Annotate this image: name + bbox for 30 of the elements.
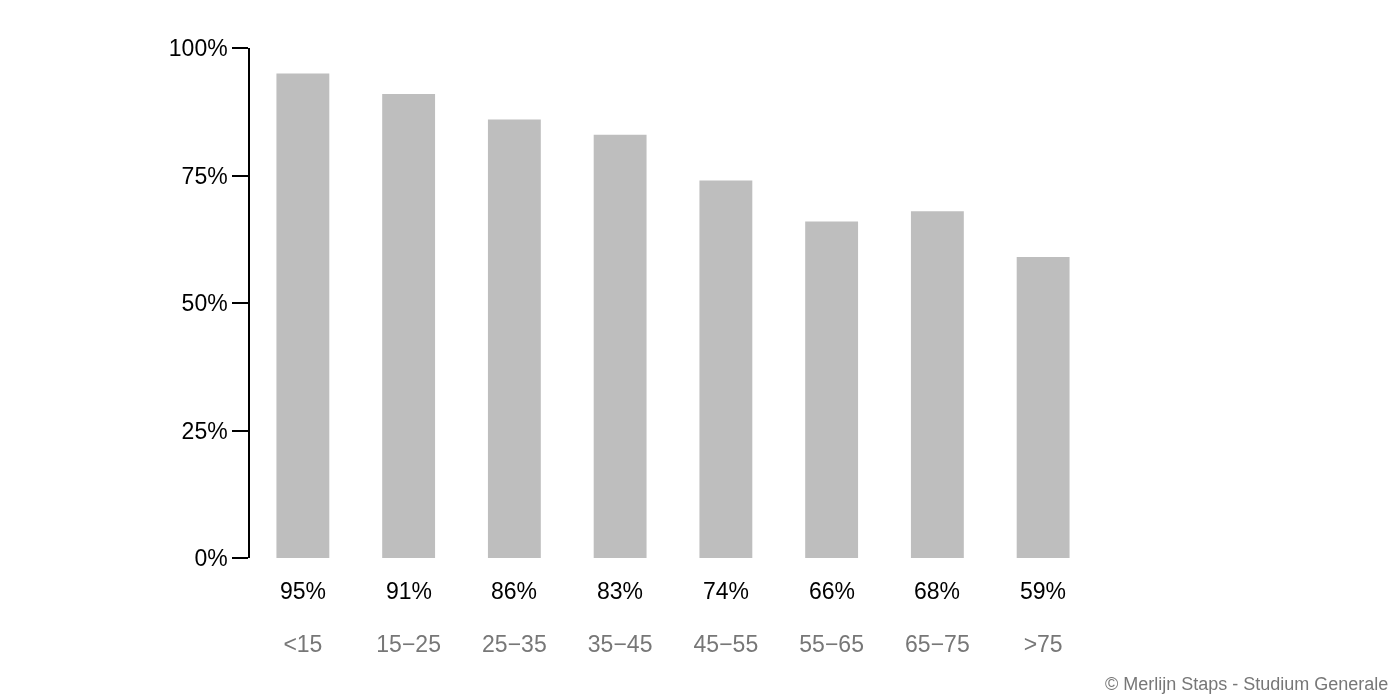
data-label: 74% <box>703 578 750 604</box>
y-tick-label: 100% <box>168 35 228 62</box>
y-tick-label: 25% <box>181 417 228 444</box>
data-label: 91% <box>386 578 433 604</box>
x-tick-label: 15−25 <box>376 631 441 657</box>
y-tick-label: 50% <box>181 290 228 317</box>
bar <box>487 119 541 558</box>
text: © Merlijn Staps - Studium Generale <box>1105 674 1389 694</box>
bar <box>593 134 647 558</box>
data-label: 86% <box>491 578 538 604</box>
data-label: 59% <box>1020 578 1067 604</box>
x-tick-label: 55−65 <box>799 631 864 657</box>
x-tick-label: 45−55 <box>693 631 759 657</box>
bar <box>276 73 330 558</box>
x-tick-label: 25−35 <box>482 631 547 657</box>
data-label: 66% <box>809 578 856 604</box>
x-tick-label: <15 <box>283 631 323 657</box>
bar <box>382 93 436 558</box>
y-tick-label: 75% <box>181 162 228 189</box>
bar <box>1016 257 1070 558</box>
bar <box>910 211 964 558</box>
x-tick-label: 65−75 <box>905 631 970 657</box>
y-tick-label: 0% <box>194 545 228 572</box>
bar <box>699 180 753 558</box>
data-label: 95% <box>280 578 327 604</box>
data-label: 68% <box>914 578 961 604</box>
bar <box>805 221 859 558</box>
data-label: 83% <box>597 578 644 604</box>
x-tick-label: 35−45 <box>587 631 653 657</box>
x-tick-label: >75 <box>1023 631 1063 657</box>
